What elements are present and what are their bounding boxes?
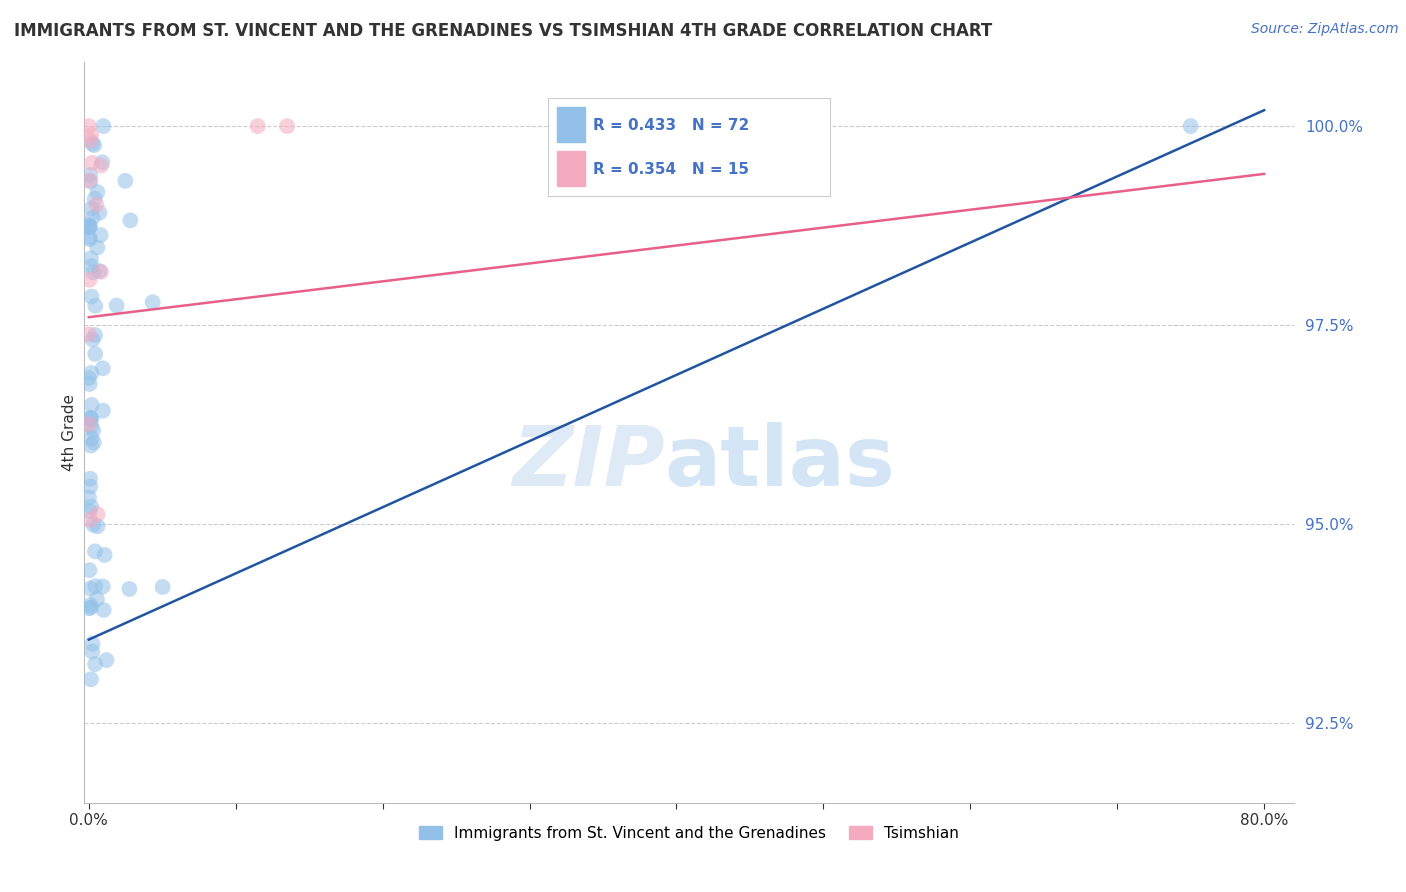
Text: ZIP: ZIP: [512, 422, 665, 503]
Point: [79, 411, 101, 425]
Point: [80, 412, 103, 426]
Point: [77, 119, 100, 133]
Point: [86, 198, 108, 212]
Point: [82, 265, 104, 279]
Point: [80, 251, 103, 265]
Point: [80, 500, 103, 514]
Point: [84, 657, 107, 671]
Point: [79, 582, 101, 596]
Point: [91, 155, 114, 169]
Point: [83, 192, 105, 206]
Point: [90, 265, 112, 279]
Bar: [557, 107, 585, 142]
Text: atlas: atlas: [665, 422, 896, 503]
Point: [77, 327, 100, 342]
Point: [79, 273, 101, 287]
Point: [84, 347, 107, 361]
Point: [79, 513, 101, 527]
Point: [84, 544, 107, 558]
Point: [80, 128, 103, 142]
Legend: Immigrants from St. Vincent and the Grenadines, Tsimshian: Immigrants from St. Vincent and the Gren…: [413, 820, 965, 847]
Point: [77, 371, 100, 385]
Point: [80, 156, 103, 170]
Point: [276, 119, 298, 133]
Point: [79, 411, 101, 425]
Point: [80, 289, 103, 303]
Point: [86, 185, 108, 199]
Point: [82, 136, 104, 151]
Point: [246, 119, 269, 133]
Point: [80, 439, 103, 453]
Point: [80, 600, 103, 615]
Point: [118, 582, 141, 596]
Point: [79, 174, 101, 188]
Bar: [557, 151, 585, 186]
Point: [93, 603, 115, 617]
Point: [90, 159, 112, 173]
Point: [84, 328, 107, 343]
Point: [79, 472, 101, 486]
Point: [79, 598, 101, 612]
Point: [120, 213, 142, 227]
Point: [80, 419, 103, 434]
Point: [86, 508, 108, 522]
Point: [79, 232, 101, 246]
Point: [80, 398, 103, 412]
Point: [77, 491, 100, 505]
Point: [80, 673, 103, 687]
Point: [82, 333, 104, 347]
Point: [80, 431, 103, 445]
Text: IMMIGRANTS FROM ST. VINCENT AND THE GRENADINES VS TSIMSHIAN 4TH GRADE CORRELATIO: IMMIGRANTS FROM ST. VINCENT AND THE GREN…: [14, 22, 993, 40]
Point: [82, 423, 104, 437]
Point: [114, 174, 136, 188]
Point: [91, 361, 114, 376]
Point: [80, 202, 103, 216]
Point: [83, 435, 105, 450]
Point: [82, 644, 104, 658]
Point: [79, 173, 101, 187]
Point: [86, 519, 108, 533]
Point: [79, 563, 101, 577]
Point: [82, 517, 104, 532]
Y-axis label: 4th Grade: 4th Grade: [62, 394, 77, 471]
Point: [84, 299, 107, 313]
Text: R = 0.433   N = 72: R = 0.433 N = 72: [593, 118, 749, 133]
Point: [89, 264, 111, 278]
Point: [142, 295, 165, 310]
Point: [91, 579, 114, 593]
Point: [77, 218, 100, 232]
Point: [77, 601, 100, 615]
Point: [79, 168, 101, 182]
Point: [79, 219, 101, 234]
Text: Source: ZipAtlas.com: Source: ZipAtlas.com: [1251, 22, 1399, 37]
Point: [152, 580, 174, 594]
Point: [1180, 119, 1202, 133]
Point: [91, 119, 114, 133]
Point: [105, 299, 128, 313]
Point: [77, 417, 100, 432]
Point: [79, 219, 101, 234]
Point: [79, 376, 101, 391]
Point: [82, 211, 104, 225]
Point: [83, 138, 105, 153]
Point: [79, 504, 101, 518]
Point: [79, 230, 101, 244]
Point: [84, 579, 107, 593]
Point: [79, 134, 101, 148]
Point: [80, 259, 103, 273]
Point: [77, 219, 100, 234]
Point: [79, 479, 101, 493]
Point: [86, 240, 108, 254]
Point: [80, 366, 103, 380]
Point: [96, 653, 118, 667]
Point: [86, 592, 108, 607]
Point: [93, 548, 115, 562]
Point: [82, 637, 104, 651]
Point: [90, 227, 112, 242]
Point: [91, 403, 114, 417]
Point: [89, 205, 111, 219]
Text: R = 0.354   N = 15: R = 0.354 N = 15: [593, 162, 749, 178]
